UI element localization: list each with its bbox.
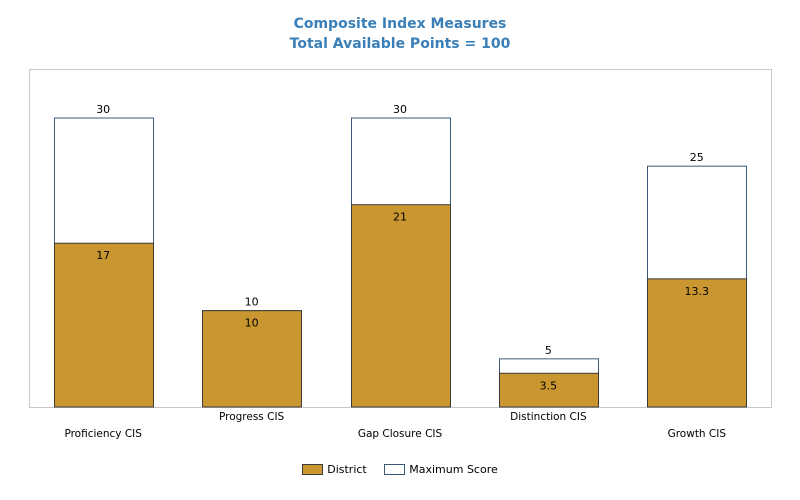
data-label-district-gap-closure-cis: 21 xyxy=(393,211,407,224)
bar-district-progress-cis xyxy=(202,310,302,408)
chart-legend: District Maximum Score xyxy=(0,463,800,478)
legend-item-district: District xyxy=(302,463,367,476)
chart-title-block: Composite Index Measures Total Available… xyxy=(0,14,800,54)
data-label-district-distinction-cis: 3.5 xyxy=(540,379,558,392)
x-tick-label-gap-closure-cis: Gap Closure CIS xyxy=(358,428,443,440)
x-tick-label-proficiency-cis: Proficiency CIS xyxy=(64,428,142,440)
x-tick-label-growth-cis: Growth CIS xyxy=(668,428,727,440)
bar-district-proficiency-cis xyxy=(54,242,154,408)
data-label-maximum-progress-cis: 10 xyxy=(245,296,259,309)
data-label-district-proficiency-cis: 17 xyxy=(96,249,110,262)
chart-subtitle: Total Available Points = 100 xyxy=(289,36,511,52)
legend-item-maximum-score: Maximum Score xyxy=(384,463,498,476)
data-label-maximum-gap-closure-cis: 30 xyxy=(393,103,407,116)
legend-label-district: District xyxy=(327,463,367,476)
bar-district-growth-cis xyxy=(647,278,747,408)
bar-district-gap-closure-cis xyxy=(351,204,451,408)
bar-district-distinction-cis xyxy=(499,372,599,408)
legend-swatch-maximum-score xyxy=(384,464,406,475)
legend-swatch-district xyxy=(302,464,324,475)
legend-label-maximum-score: Maximum Score xyxy=(409,463,498,476)
data-label-maximum-distinction-cis: 5 xyxy=(545,344,552,357)
chart-title: Composite Index Measures xyxy=(293,16,507,32)
x-tick-label-distinction-cis: Distinction CIS xyxy=(510,411,587,423)
data-label-maximum-proficiency-cis: 30 xyxy=(96,103,110,116)
data-label-district-growth-cis: 13.3 xyxy=(685,285,710,298)
data-label-district-progress-cis: 10 xyxy=(245,317,259,330)
data-label-maximum-growth-cis: 25 xyxy=(690,151,704,164)
x-tick-label-progress-cis: Progress CIS xyxy=(219,411,285,423)
